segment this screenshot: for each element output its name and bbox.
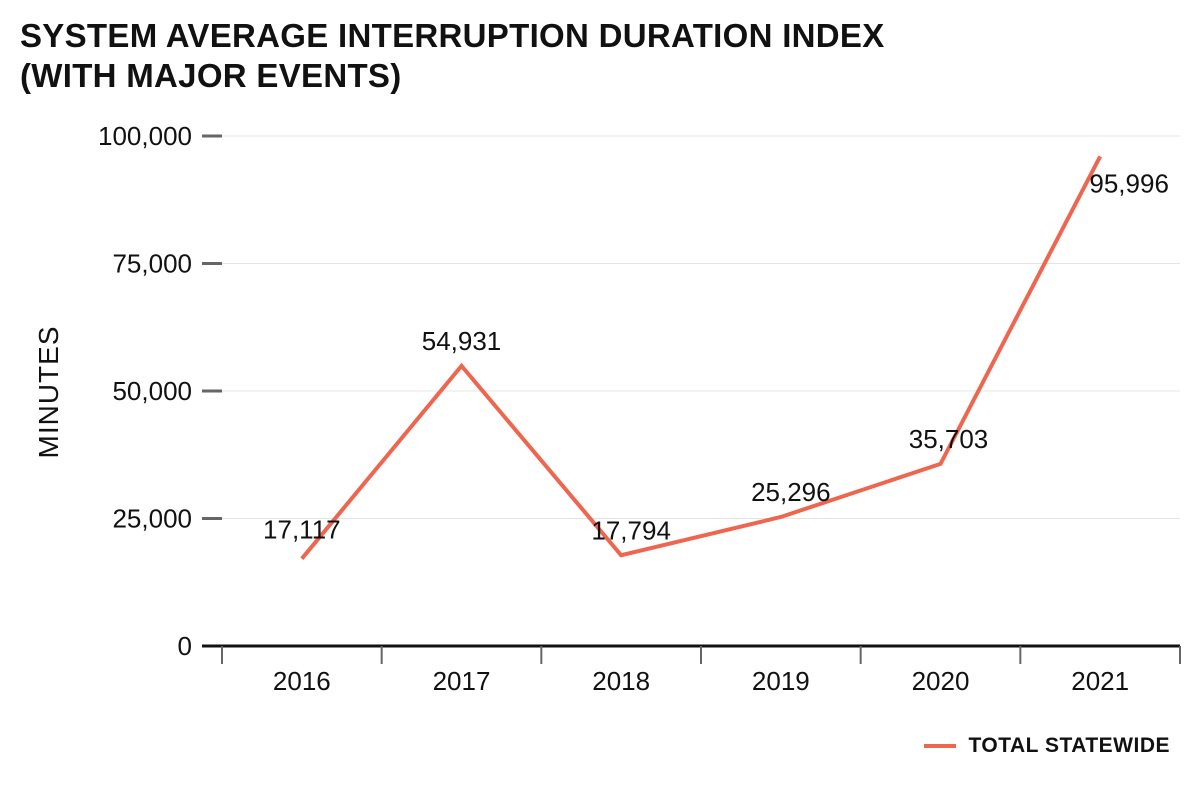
data-label: 35,703 bbox=[909, 424, 989, 454]
legend-label-total-statewide: TOTAL STATEWIDE bbox=[968, 734, 1170, 757]
x-axis: 2016 2017 2018 2019 2020 2021 bbox=[202, 644, 1181, 696]
x-tick-label: 2017 bbox=[433, 666, 491, 696]
chart-title-line-2: (WITH MAJOR EVENTS) bbox=[20, 57, 402, 94]
x-tick-label: 2021 bbox=[1071, 666, 1129, 696]
y-tick-label: 100,000 bbox=[98, 121, 192, 151]
x-tick-label: 2018 bbox=[592, 666, 650, 696]
y-tick-label: 25,000 bbox=[112, 504, 192, 534]
y-tick-label: 75,000 bbox=[112, 249, 192, 279]
y-tick-label: 50,000 bbox=[112, 376, 192, 406]
y-axis-title: MINUTES bbox=[33, 326, 64, 459]
x-tick-label: 2019 bbox=[752, 666, 810, 696]
data-label: 17,117 bbox=[263, 515, 341, 545]
chart-title: SYSTEM AVERAGE INTERRUPTION DURATION IND… bbox=[20, 16, 885, 96]
data-labels: 17,117 54,931 17,794 25,296 35,703 95,996 bbox=[263, 168, 1169, 545]
x-tick-label: 2016 bbox=[273, 666, 331, 696]
gridlines bbox=[222, 135, 1180, 519]
data-label: 17,794 bbox=[591, 515, 671, 545]
series-line-total-statewide bbox=[300, 155, 1102, 560]
legend: TOTAL STATEWIDE bbox=[924, 734, 1170, 758]
series-layer bbox=[300, 155, 1102, 560]
chart-title-line-1: SYSTEM AVERAGE INTERRUPTION DURATION IND… bbox=[20, 17, 885, 54]
data-label: 25,296 bbox=[751, 477, 831, 507]
y-tick-label: 0 bbox=[178, 631, 192, 661]
y-axis: 0 25,000 50,000 75,000 100,000 bbox=[98, 121, 222, 661]
legend-swatch-total-statewide bbox=[924, 744, 957, 748]
x-tick-label: 2020 bbox=[912, 666, 970, 696]
data-label: 95,996 bbox=[1089, 168, 1169, 198]
data-label: 54,931 bbox=[422, 326, 502, 356]
